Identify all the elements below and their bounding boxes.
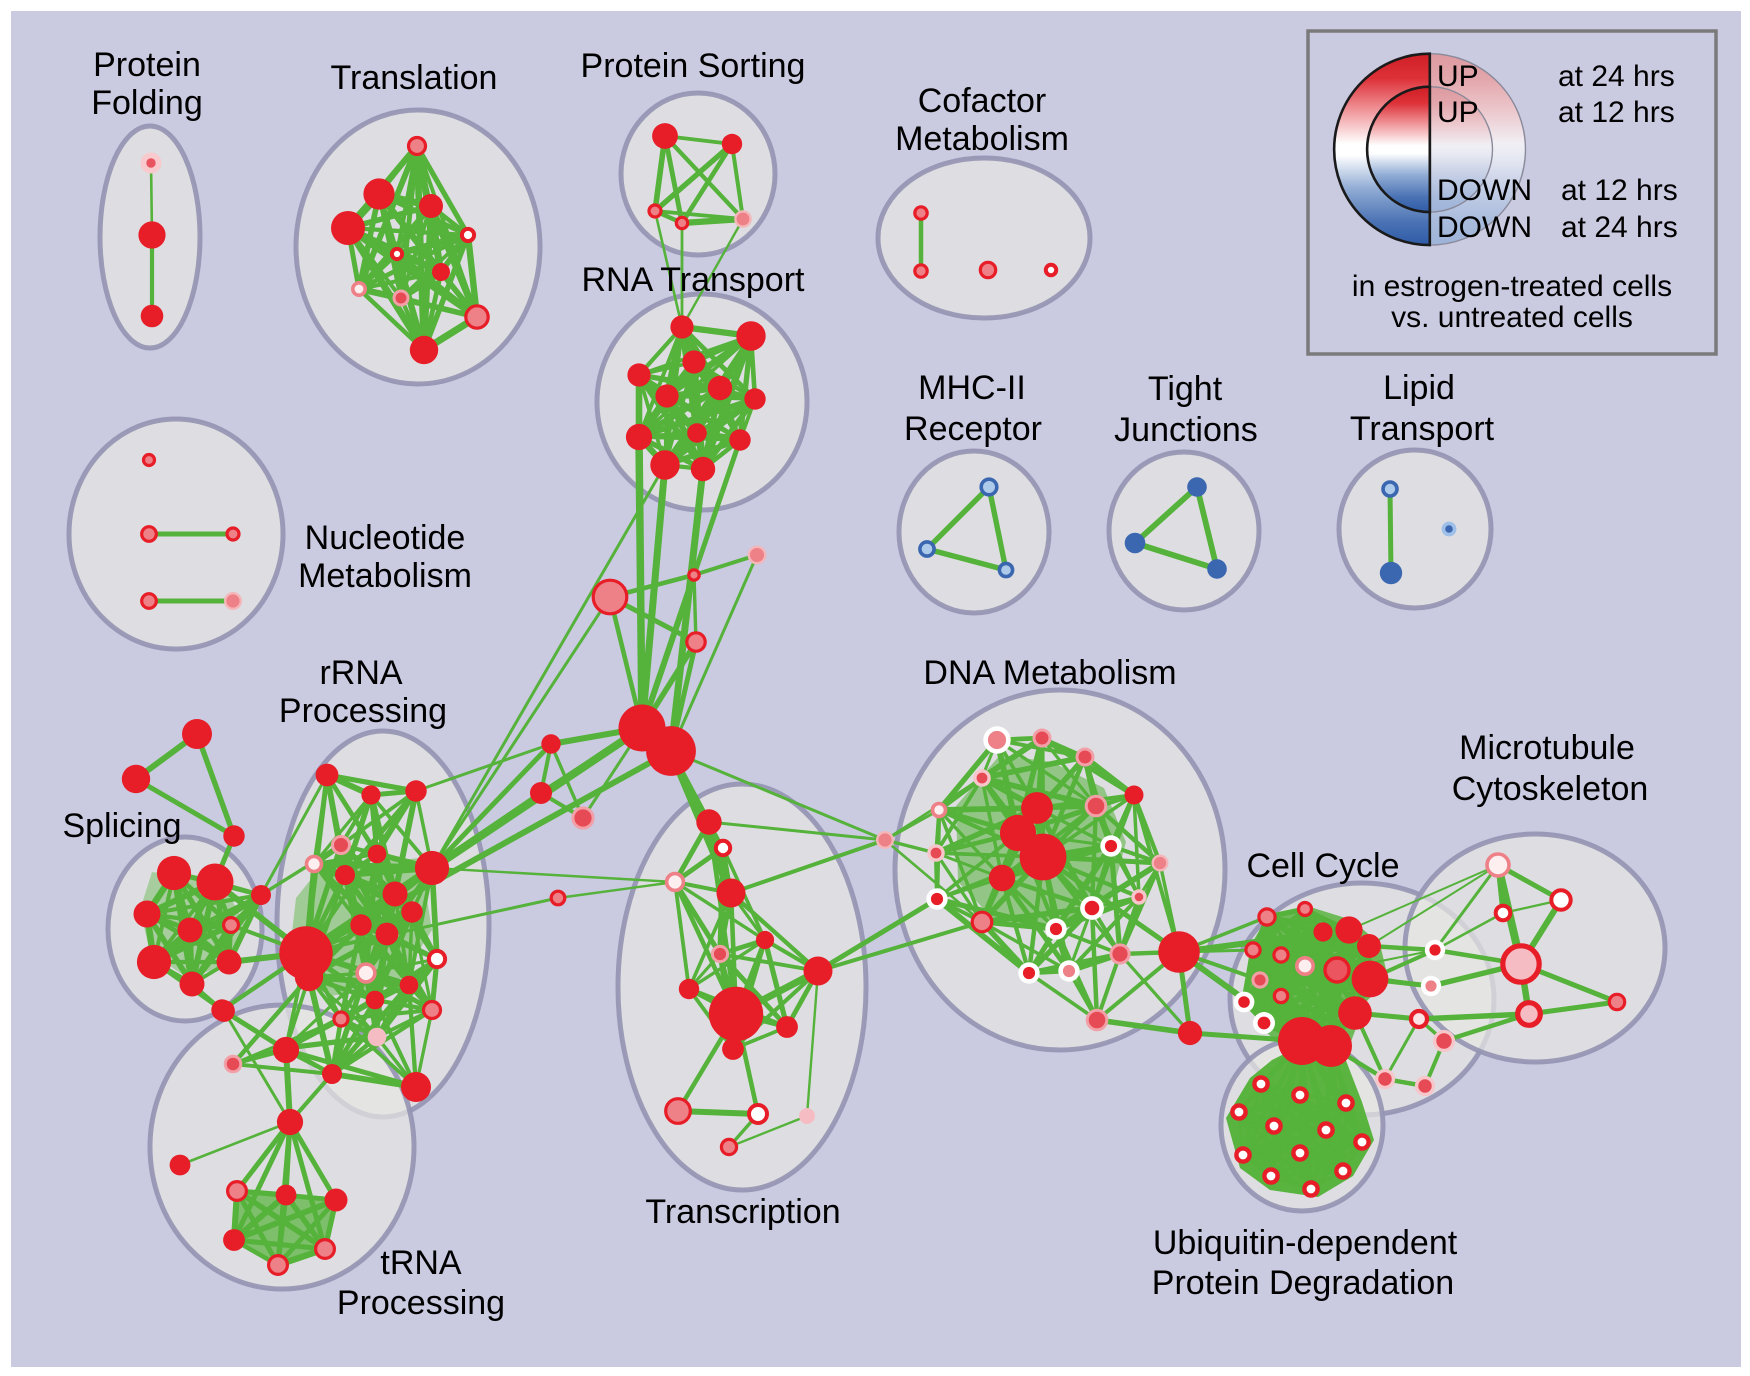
svg-text:Splicing: Splicing [62, 807, 181, 845]
svg-text:in estrogen-treated cells: in estrogen-treated cells [1352, 270, 1672, 303]
svg-text:DOWN: DOWN [1437, 211, 1532, 244]
svg-text:Transcription: Transcription [645, 1193, 840, 1231]
svg-text:at 24 hrs: at 24 hrs [1558, 60, 1675, 93]
svg-text:vs. untreated cells: vs. untreated cells [1391, 301, 1633, 334]
svg-text:Tight: Tight [1148, 370, 1223, 408]
svg-text:Protein Degradation: Protein Degradation [1152, 1264, 1454, 1302]
svg-text:Protein: Protein [93, 46, 201, 84]
svg-text:Lipid: Lipid [1383, 369, 1455, 407]
svg-text:Receptor: Receptor [904, 410, 1042, 448]
svg-text:at 12 hrs: at 12 hrs [1561, 174, 1678, 207]
svg-text:Cytoskeleton: Cytoskeleton [1452, 770, 1649, 808]
svg-text:at 12 hrs: at 12 hrs [1558, 96, 1675, 129]
svg-text:DOWN: DOWN [1437, 174, 1532, 207]
svg-text:Protein Sorting: Protein Sorting [581, 47, 806, 85]
svg-text:UP: UP [1437, 60, 1479, 93]
svg-text:at 24 hrs: at 24 hrs [1561, 211, 1678, 244]
svg-text:Processing: Processing [337, 1284, 505, 1322]
svg-text:MHC-II: MHC-II [918, 369, 1026, 407]
svg-text:DNA Metabolism: DNA Metabolism [923, 654, 1176, 692]
svg-text:RNA Transport: RNA Transport [582, 261, 806, 299]
svg-text:Folding: Folding [91, 84, 203, 122]
svg-text:Transport: Transport [1350, 410, 1495, 448]
svg-text:Microtubule: Microtubule [1459, 729, 1635, 767]
svg-text:Processing: Processing [279, 692, 447, 730]
svg-text:Cell Cycle: Cell Cycle [1246, 847, 1399, 885]
svg-text:rRNA: rRNA [319, 654, 402, 692]
svg-text:Cofactor: Cofactor [918, 82, 1047, 120]
svg-text:Ubiquitin-dependent: Ubiquitin-dependent [1153, 1224, 1458, 1262]
svg-text:Metabolism: Metabolism [895, 120, 1069, 158]
svg-text:Metabolism: Metabolism [298, 557, 472, 595]
svg-text:UP: UP [1437, 96, 1479, 129]
svg-text:tRNA: tRNA [380, 1244, 462, 1282]
svg-text:Nucleotide: Nucleotide [305, 519, 466, 557]
svg-text:Translation: Translation [331, 59, 498, 97]
svg-text:Junctions: Junctions [1114, 411, 1258, 449]
